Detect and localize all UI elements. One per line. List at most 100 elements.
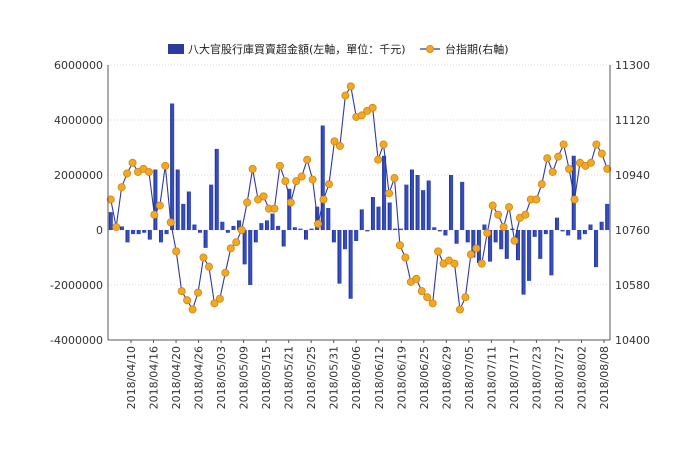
line-point bbox=[466, 250, 475, 259]
bar bbox=[125, 230, 130, 243]
line-point bbox=[385, 189, 394, 198]
line-point bbox=[412, 274, 421, 283]
x-tick-label: 2018/07/23 bbox=[530, 346, 543, 409]
line-point bbox=[477, 259, 486, 268]
bar bbox=[181, 203, 186, 231]
line-point bbox=[210, 299, 219, 308]
line-point bbox=[259, 192, 268, 201]
legend-line-label: 台指期(右軸) bbox=[445, 42, 509, 56]
line-point bbox=[123, 169, 132, 178]
line-point bbox=[308, 175, 317, 184]
line-point bbox=[335, 141, 344, 150]
line-point bbox=[330, 137, 339, 146]
bar bbox=[220, 221, 225, 230]
bar bbox=[415, 175, 420, 230]
line-point bbox=[128, 158, 137, 167]
line-point bbox=[346, 82, 355, 91]
y-right-tick-label: 10580 bbox=[615, 279, 650, 292]
bar bbox=[331, 230, 336, 243]
x-tick-label: 2018/05/09 bbox=[238, 346, 251, 409]
bar bbox=[549, 230, 554, 276]
x-tick-label: 2018/05/03 bbox=[215, 346, 228, 409]
line-point bbox=[177, 287, 186, 296]
bar bbox=[482, 224, 487, 230]
line-point bbox=[112, 222, 121, 231]
x-tick-label: 2018/08/08 bbox=[598, 346, 611, 409]
bar bbox=[326, 208, 331, 230]
y-right-tick-label: 10400 bbox=[615, 334, 650, 347]
bar bbox=[231, 225, 236, 231]
line-point bbox=[341, 91, 350, 100]
bar bbox=[365, 230, 370, 232]
bar bbox=[259, 223, 264, 231]
line-point bbox=[488, 201, 497, 210]
line-point bbox=[537, 180, 546, 189]
line-point bbox=[297, 172, 306, 181]
bar bbox=[370, 197, 375, 230]
bar bbox=[499, 230, 504, 250]
x-tick-label: 2018/07/11 bbox=[485, 346, 498, 409]
bar bbox=[253, 230, 258, 243]
y-left-tick-label: -4000000 bbox=[50, 334, 103, 347]
bar bbox=[198, 230, 203, 233]
bar bbox=[376, 206, 381, 231]
x-tick-label: 2018/06/12 bbox=[373, 346, 386, 409]
line-point bbox=[166, 218, 175, 227]
line-point bbox=[592, 140, 601, 149]
bar bbox=[449, 175, 454, 230]
y-right-tick-label: 10940 bbox=[615, 169, 650, 182]
bar bbox=[515, 230, 520, 261]
line-point bbox=[510, 236, 519, 245]
line-series bbox=[106, 82, 612, 314]
bar bbox=[119, 226, 124, 230]
bar bbox=[309, 228, 314, 231]
line-point bbox=[499, 222, 508, 231]
line-point bbox=[379, 140, 388, 149]
bar bbox=[354, 230, 359, 241]
line-point bbox=[172, 247, 181, 256]
bar bbox=[192, 224, 197, 230]
bar bbox=[337, 230, 342, 284]
bar bbox=[359, 209, 364, 231]
line-point bbox=[401, 253, 410, 262]
bar bbox=[437, 230, 442, 232]
bar bbox=[538, 230, 543, 259]
line-point bbox=[117, 183, 126, 192]
bar bbox=[203, 230, 208, 248]
x-tick-label: 2018/05/15 bbox=[260, 346, 273, 409]
line-point bbox=[281, 177, 290, 186]
bar bbox=[421, 190, 426, 231]
bar bbox=[471, 230, 476, 258]
bar bbox=[426, 180, 431, 230]
line-point bbox=[554, 152, 563, 161]
bar bbox=[170, 103, 175, 230]
bar bbox=[605, 203, 610, 231]
bar bbox=[560, 230, 565, 232]
line-point bbox=[314, 219, 323, 228]
line-point bbox=[472, 244, 481, 253]
bar bbox=[248, 230, 253, 285]
bar bbox=[543, 230, 548, 235]
line-point bbox=[199, 253, 208, 262]
bar bbox=[320, 125, 325, 230]
bar bbox=[582, 230, 587, 235]
bar bbox=[343, 230, 348, 250]
line-point bbox=[188, 305, 197, 314]
bar bbox=[276, 225, 281, 231]
line-point bbox=[270, 204, 279, 213]
y-right-tick-label: 11120 bbox=[615, 114, 650, 127]
line-point bbox=[204, 262, 213, 271]
bar bbox=[432, 227, 437, 230]
line-point bbox=[428, 299, 437, 308]
line-point bbox=[521, 210, 530, 219]
x-tick-label: 2018/04/26 bbox=[193, 346, 206, 409]
bar bbox=[158, 230, 163, 243]
bar bbox=[348, 230, 353, 299]
bar bbox=[264, 220, 269, 230]
x-tick-label: 2018/07/17 bbox=[508, 346, 521, 409]
line-point bbox=[374, 155, 383, 164]
line-point bbox=[395, 241, 404, 250]
bar bbox=[465, 230, 470, 243]
line-point bbox=[275, 161, 284, 170]
line-point bbox=[183, 296, 192, 305]
